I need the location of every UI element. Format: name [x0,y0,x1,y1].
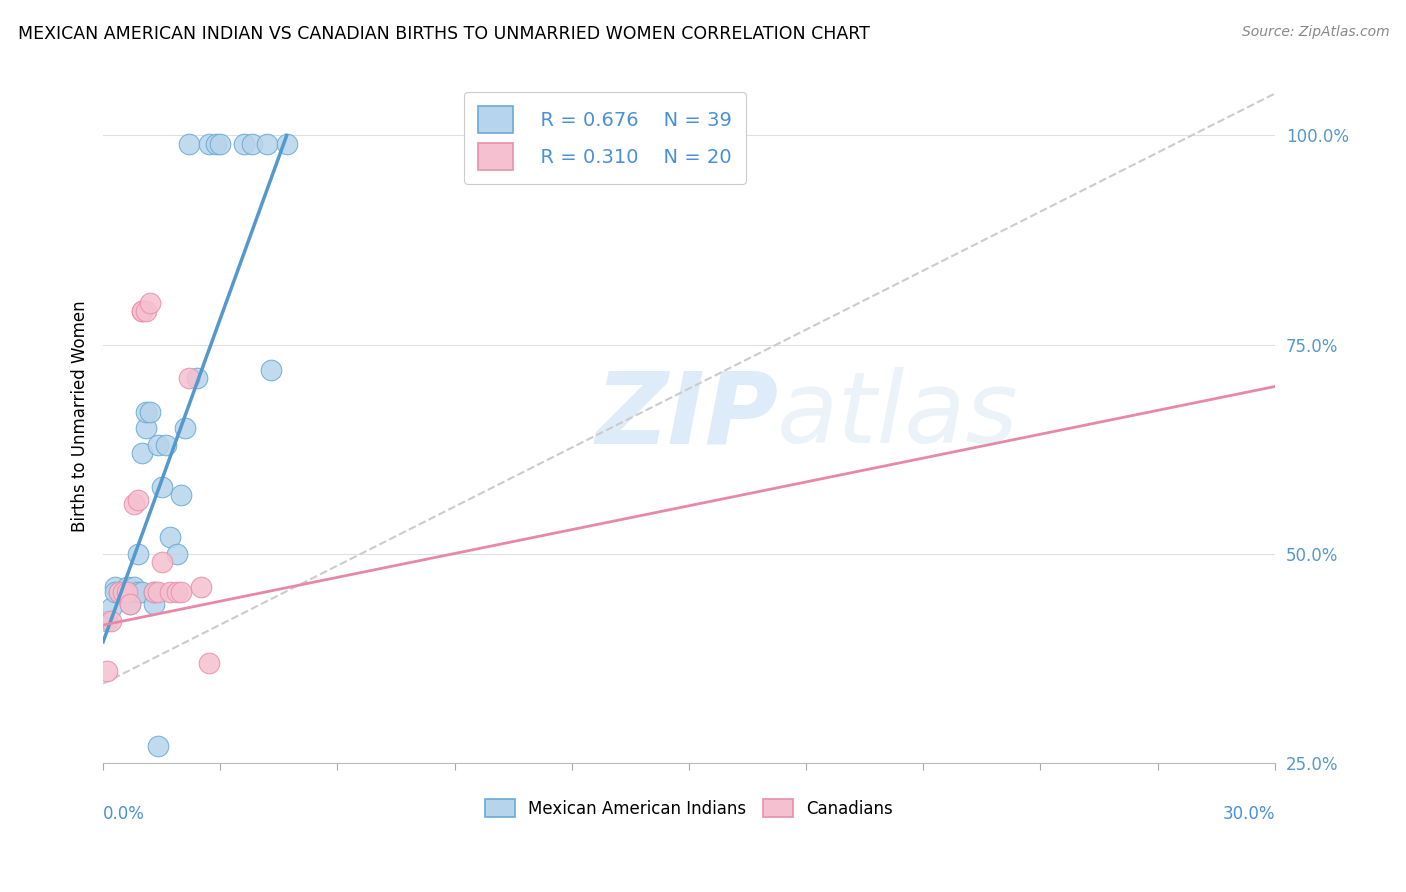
Point [115,581,138,595]
Point [127,547,149,561]
Point [127,492,149,507]
Point [96,664,118,678]
Point [276,136,298,151]
Point [107,584,129,599]
Point [155,438,177,452]
Point [135,421,157,435]
Point [120,584,142,599]
Point [124,497,146,511]
Point [111,584,134,599]
Point [166,547,188,561]
Point [170,488,193,502]
Text: Source: ZipAtlas.com: Source: ZipAtlas.com [1241,25,1389,39]
Point [127,584,149,599]
Text: atlas: atlas [776,368,1018,465]
Point [135,304,157,318]
Point [115,584,138,599]
Point [139,404,162,418]
Text: 0.0%: 0.0% [103,805,145,822]
Point [232,136,254,151]
Text: ZIP: ZIP [595,368,778,465]
Point [120,597,142,611]
Point [107,584,129,599]
Point [142,597,165,611]
Point [100,601,122,615]
Point [174,421,197,435]
Point [177,136,200,151]
Point [205,136,228,151]
Point [170,584,193,599]
Point [150,480,173,494]
Point [131,304,153,318]
Point [100,614,122,628]
Point [142,584,165,599]
Point [124,584,146,599]
Point [240,136,263,151]
Point [131,584,153,599]
Point [96,614,118,628]
Point [197,656,219,670]
Point [256,136,278,151]
Point [260,363,283,377]
Point [177,371,200,385]
Point [124,581,146,595]
Text: 30.0%: 30.0% [1222,805,1275,822]
Point [209,136,232,151]
Point [120,597,142,611]
Point [131,446,153,460]
Point [166,584,188,599]
Y-axis label: Births to Unmarried Women: Births to Unmarried Women [72,300,89,532]
Point [142,584,165,599]
Point [159,530,181,544]
Point [104,584,127,599]
Point [146,438,169,452]
Point [146,584,169,599]
Point [197,136,219,151]
Point [186,371,208,385]
Point [135,404,157,418]
Point [111,584,134,599]
Point [159,584,181,599]
Legend: Mexican American Indians, Canadians: Mexican American Indians, Canadians [478,793,900,824]
Point [131,304,153,318]
Point [139,296,162,310]
Text: MEXICAN AMERICAN INDIAN VS CANADIAN BIRTHS TO UNMARRIED WOMEN CORRELATION CHART: MEXICAN AMERICAN INDIAN VS CANADIAN BIRT… [18,25,870,43]
Point [190,581,212,595]
Point [150,555,173,569]
Point [146,739,169,754]
Point [104,581,127,595]
Point [115,584,138,599]
